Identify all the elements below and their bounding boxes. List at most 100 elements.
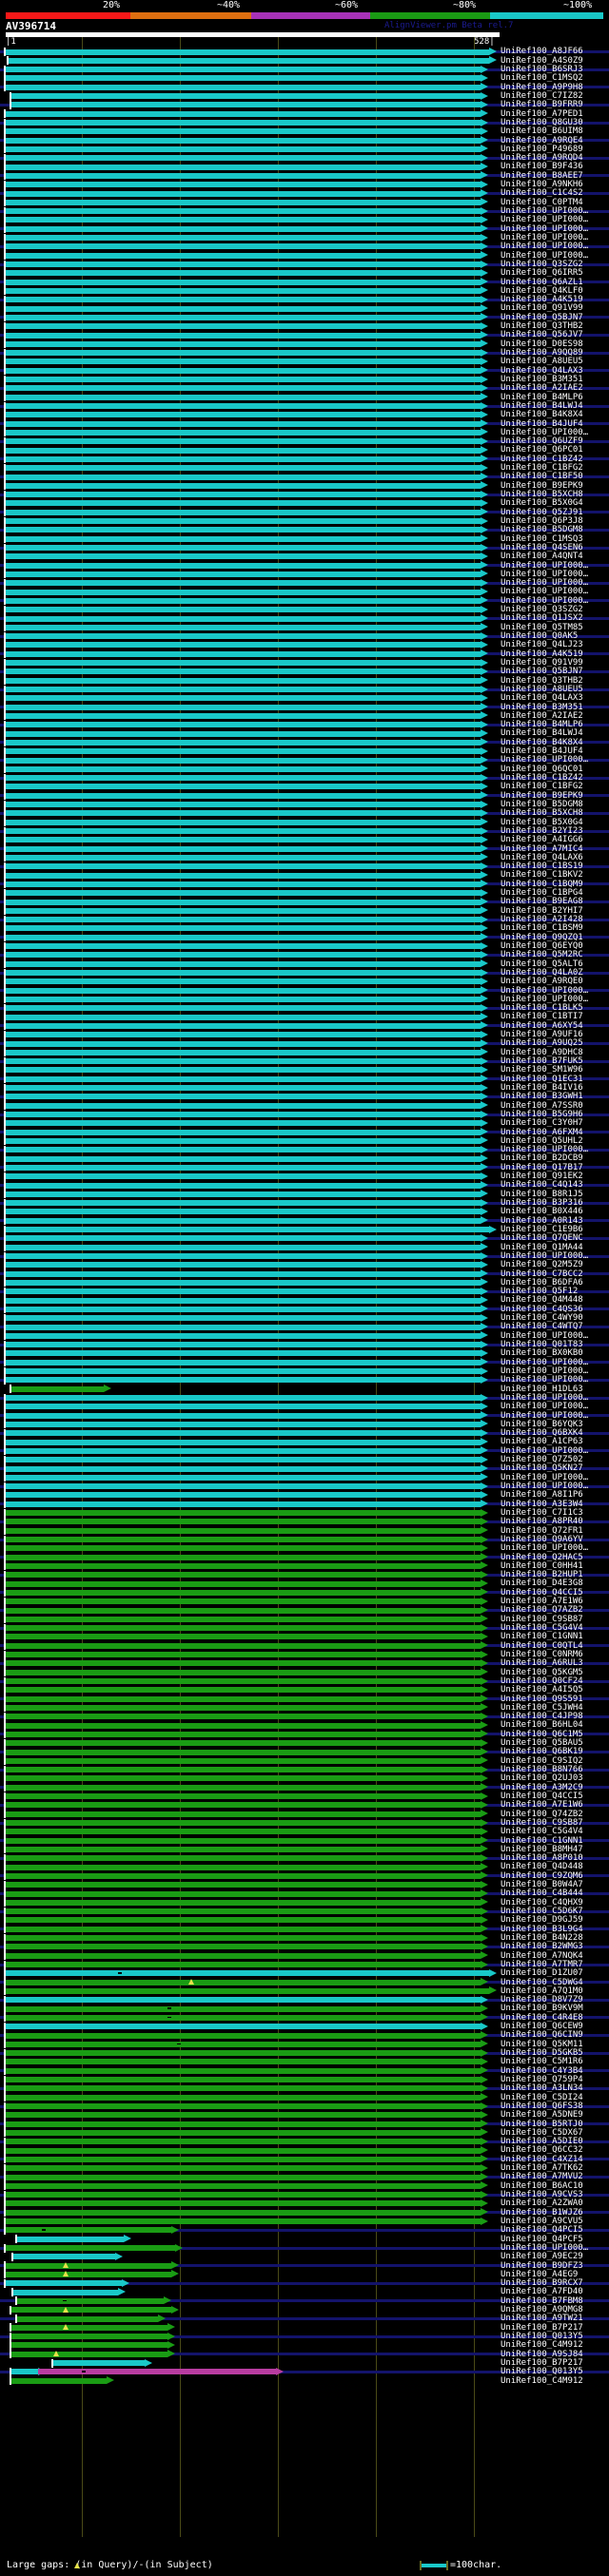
hit-label[interactable]: UniRef100_A7PED1 xyxy=(501,108,583,119)
hsp-segment[interactable] xyxy=(6,1579,488,1588)
alignment-row[interactable]: UniRef100_B9DFZ3 xyxy=(0,2261,609,2271)
hsp-segment[interactable] xyxy=(6,561,488,570)
hit-label[interactable]: UniRef100_A9UQ25 xyxy=(501,1038,583,1049)
hit-label[interactable]: UniRef100_UPI000… xyxy=(501,1250,589,1261)
hsp-segment[interactable] xyxy=(6,1251,488,1260)
hsp-segment[interactable] xyxy=(6,711,488,720)
hit-label[interactable]: UniRef100_Q4LAX3 xyxy=(501,693,583,704)
alignment-row[interactable]: UniRef100_Q6CC32 xyxy=(0,2145,609,2155)
hsp-segment[interactable] xyxy=(6,1065,488,1074)
hit-label[interactable]: UniRef100_C1BLK5 xyxy=(501,1003,583,1014)
alignment-row[interactable]: UniRef100_B5DGM8 xyxy=(0,525,609,534)
hit-label[interactable]: UniRef100_A4EG9 xyxy=(501,2269,579,2279)
hsp-segment[interactable] xyxy=(6,844,488,853)
alignment-row[interactable]: UniRef100_C5G4V4 xyxy=(0,1827,609,1837)
hsp-segment[interactable] xyxy=(6,1508,488,1517)
hit-label[interactable]: UniRef100_B5G9H6 xyxy=(501,1109,583,1119)
hit-label[interactable]: UniRef100_C7IZ82 xyxy=(501,90,583,101)
hsp-segment[interactable] xyxy=(6,401,488,410)
alignment-row[interactable]: UniRef100_D4E3G8 xyxy=(0,1579,609,1588)
alignment-row[interactable]: UniRef100_Q01T83 xyxy=(0,1340,609,1349)
alignment-row[interactable]: UniRef100_A9RQE0 xyxy=(0,977,609,986)
alignment-row[interactable]: UniRef100_Q8GU30 xyxy=(0,118,609,127)
hit-label[interactable]: UniRef100_A8PR40 xyxy=(501,1517,583,1527)
hit-label[interactable]: UniRef100_A4IGG6 xyxy=(501,835,583,845)
alignment-row[interactable]: UniRef100_A5DIE0 xyxy=(0,2137,609,2146)
hsp-segment[interactable] xyxy=(6,1216,488,1225)
alignment-row[interactable]: UniRef100_A7NQK4 xyxy=(0,1951,609,1961)
alignment-row[interactable]: UniRef100_C4R4E8 xyxy=(0,2013,609,2023)
alignment-row[interactable]: UniRef100_UPI000… xyxy=(0,995,609,1004)
alignment-row[interactable]: UniRef100_C5DI24 xyxy=(0,2093,609,2102)
hit-label[interactable]: UniRef100_Q013Y5 xyxy=(501,2332,583,2342)
hit-label[interactable]: UniRef100_A9CVU5 xyxy=(501,2216,583,2226)
alignment-row[interactable]: UniRef100_B9F436 xyxy=(0,162,609,171)
alignment-row[interactable]: UniRef100_C5DX67 xyxy=(0,2128,609,2138)
hsp-segment[interactable] xyxy=(6,2013,488,2022)
alignment-row[interactable]: UniRef100_A9UQ25 xyxy=(0,1038,609,1049)
hit-label[interactable]: UniRef100_A4K519 xyxy=(501,295,583,305)
hit-label[interactable]: UniRef100_A9TW21 xyxy=(501,2314,583,2324)
hsp-segment[interactable] xyxy=(6,1500,488,1508)
hit-label[interactable]: UniRef100_Q4LA0Z xyxy=(501,967,583,978)
hsp-segment[interactable] xyxy=(6,1712,488,1720)
alignment-row[interactable]: UniRef100_UPI000… xyxy=(0,1393,609,1403)
hit-label[interactable]: UniRef100_Q6QC01 xyxy=(501,764,583,774)
alignment-row[interactable]: UniRef100_B1WJZ6 xyxy=(0,2208,609,2218)
hit-label[interactable]: UniRef100_Q91V99 xyxy=(501,303,583,314)
hsp-segment[interactable] xyxy=(6,1721,488,1730)
hit-label[interactable]: UniRef100_A6FXM4 xyxy=(501,1127,583,1137)
hit-label[interactable]: UniRef100_UPI000… xyxy=(501,1357,589,1367)
hsp-segment[interactable] xyxy=(6,1446,488,1455)
hit-label[interactable]: UniRef100_A4S0Z9 xyxy=(501,55,583,66)
hit-label[interactable]: UniRef100_C5G4V4 xyxy=(501,1827,583,1837)
hit-label[interactable]: UniRef100_B4N228 xyxy=(501,1932,583,1943)
alignment-row[interactable]: UniRef100_C1BF50 xyxy=(0,472,609,481)
hsp-segment[interactable] xyxy=(6,1118,488,1127)
hsp-segment[interactable] xyxy=(38,2367,284,2375)
hsp-segment[interactable] xyxy=(6,1375,488,1384)
alignment-row[interactable]: UniRef100_C0QTL4 xyxy=(0,1641,609,1651)
alignment-row[interactable]: UniRef100_A9RQD4 xyxy=(0,153,609,163)
alignment-row[interactable]: UniRef100_Q91EK2 xyxy=(0,1172,609,1181)
hsp-segment[interactable] xyxy=(13,2252,123,2260)
hsp-segment[interactable] xyxy=(6,676,488,685)
hit-label[interactable]: UniRef100_Q4LAX6 xyxy=(501,852,583,862)
hit-label[interactable]: UniRef100_C1GNN1 xyxy=(501,1835,583,1846)
alignment-row[interactable]: UniRef100_Q6CIN9 xyxy=(0,2030,609,2040)
hit-label[interactable]: UniRef100_C5M1R6 xyxy=(501,2057,583,2067)
hsp-segment[interactable] xyxy=(6,1889,488,1897)
hit-label[interactable]: UniRef100_C3Y0H7 xyxy=(501,1118,583,1129)
hit-label[interactable]: UniRef100_Q91V99 xyxy=(501,657,583,668)
hsp-segment[interactable] xyxy=(6,1995,488,2004)
hsp-segment[interactable] xyxy=(6,1296,488,1305)
hit-label[interactable]: UniRef100_C4QS36 xyxy=(501,1304,583,1314)
alignment-row[interactable]: UniRef100_C1BZ42 xyxy=(0,773,609,783)
hit-label[interactable]: UniRef100_B4JUF4 xyxy=(501,418,583,429)
hit-label[interactable]: UniRef100_B4JUF4 xyxy=(501,746,583,757)
alignment-row[interactable]: UniRef100_C4JP98 xyxy=(0,1712,609,1721)
alignment-row[interactable]: UniRef100_C1BLK5 xyxy=(0,1003,609,1014)
alignment-row[interactable]: UniRef100_A8UEU5 xyxy=(0,357,609,366)
alignment-row[interactable]: UniRef100_C4Y3B4 xyxy=(0,2066,609,2076)
hit-label[interactable]: UniRef100_A9DHC8 xyxy=(501,1047,583,1057)
hit-label[interactable]: UniRef100_D0ES98 xyxy=(501,339,583,349)
alignment-row[interactable]: UniRef100_A7MIC4 xyxy=(0,844,609,854)
hit-label[interactable]: UniRef100_B7FBM8 xyxy=(501,2295,583,2306)
alignment-row[interactable]: UniRef100_B2DCB9 xyxy=(0,1153,609,1163)
hit-label[interactable]: UniRef100_B9EPK9 xyxy=(501,790,583,801)
alignment-row[interactable]: UniRef100_B7P217 xyxy=(0,2323,609,2333)
alignment-row[interactable]: UniRef100_Q5BJN7 xyxy=(0,313,609,322)
hit-label[interactable]: UniRef100_SM1W96 xyxy=(501,1065,583,1075)
alignment-row[interactable]: UniRef100_Q7Z502 xyxy=(0,1455,609,1464)
hsp-segment[interactable] xyxy=(6,2022,488,2030)
alignment-row[interactable]: UniRef100_UPI000… xyxy=(0,1473,609,1482)
alignment-row[interactable]: UniRef100_A4K519 xyxy=(0,649,609,659)
hit-label[interactable]: UniRef100_Q3THB2 xyxy=(501,321,583,332)
alignment-row[interactable]: UniRef100_B9EPK9 xyxy=(0,481,609,491)
alignment-row[interactable]: UniRef100_C1BFG2 xyxy=(0,782,609,791)
hsp-segment[interactable] xyxy=(6,746,488,755)
alignment-row[interactable]: UniRef100_UPI000… xyxy=(0,251,609,261)
hsp-segment[interactable] xyxy=(6,1933,488,1942)
alignment-row[interactable]: UniRef100_UPI000… xyxy=(0,1145,609,1154)
